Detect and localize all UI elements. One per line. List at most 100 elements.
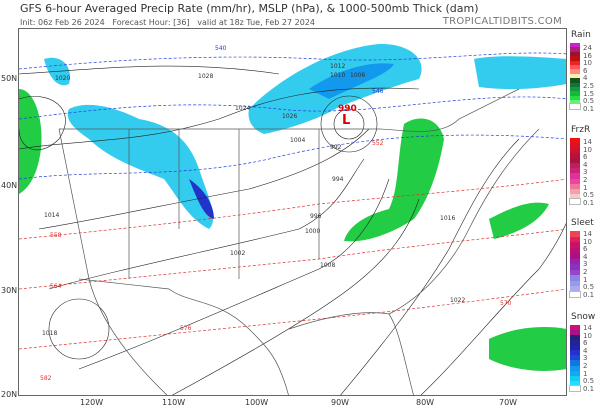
legend-label: 3 [583, 260, 588, 269]
isobar-label: 1012 [330, 63, 346, 70]
legend-label: 10 [583, 59, 592, 68]
isobar-label: 1016 [440, 215, 456, 222]
legend-label: 1.5 [583, 89, 595, 98]
isobar-label: 1006 [350, 72, 366, 79]
legend-swatch [570, 269, 580, 275]
map-canvas [19, 43, 566, 395]
thickness-label: 552 [372, 140, 384, 147]
legend-swatch [570, 95, 580, 101]
rain-area-atlantic [489, 202, 549, 239]
legend-frzr-bar [569, 138, 581, 205]
legend-swatch [570, 148, 580, 154]
legend-swatch [570, 86, 580, 92]
legend-swatch [570, 43, 580, 48]
snow-area-rockies-heavy [189, 179, 214, 219]
legend-swatch [570, 163, 580, 169]
legend-frzr-labels: 14 10 6 4 3 2 1 0.5 0.1 [583, 138, 595, 207]
legend-sleet-bar [569, 231, 581, 298]
lat-label: 30N [1, 286, 18, 295]
legend-label: 14 [583, 324, 592, 332]
legend-swatch [570, 335, 580, 341]
legend-swatch [570, 100, 580, 105]
legend-label: 3 [583, 168, 588, 177]
legend-swatch [570, 340, 580, 346]
legend-label: 6 [583, 339, 588, 348]
legend-label: 10 [583, 237, 592, 246]
legend-label: 6 [583, 245, 588, 254]
legend-label: 6 [583, 66, 588, 75]
legend-swatch [570, 183, 580, 189]
legend-label: 1 [583, 183, 588, 192]
legend-swatch [570, 153, 580, 159]
legend-swatch [570, 247, 580, 253]
weather-map [18, 28, 567, 396]
legend-swatch [570, 350, 580, 356]
isobar-label: 1022 [450, 297, 466, 304]
legend-label: 2 [583, 267, 588, 276]
legend-rain-bar [569, 43, 581, 110]
legend-label: 0.1 [583, 104, 595, 113]
legend-swatch [570, 82, 580, 87]
legend-swatch [570, 264, 580, 270]
map-title: GFS 6-hour Averaged Precip Rate (mm/hr),… [20, 2, 479, 15]
political-borders [58, 88, 540, 395]
legend-label: 3 [583, 354, 588, 363]
rain-area-atlantic-south [489, 327, 566, 371]
legend-swatch [570, 242, 580, 248]
legend-swatch [570, 64, 580, 70]
isobar-label: 1028 [198, 73, 214, 80]
isobar-label: 994 [332, 176, 344, 183]
legend-sleet-labels: 14 10 6 4 3 2 1 0.5 0.1 [583, 230, 595, 299]
isobar-label: 1008 [320, 262, 336, 269]
lon-label: 110W [162, 398, 186, 407]
legend-swatch [570, 56, 580, 61]
isobar-label: 1024 [235, 105, 251, 112]
isobar-label: 1010 [330, 72, 346, 79]
legend-swatch [570, 370, 580, 376]
thickness-label: 564 [50, 283, 62, 290]
legend-swatch [570, 355, 580, 361]
legend-label: 0.5 [583, 377, 595, 386]
legend-label: 0.1 [583, 290, 595, 299]
forecast-hour: Forecast Hour: [36] [112, 18, 190, 27]
thickness-label: 576 [180, 325, 192, 332]
snow-area-rockies [67, 104, 214, 229]
legend-snow-labels: 14 10 6 4 3 2 1 0.5 0.1 [583, 324, 595, 393]
low-pressure-symbol: L [342, 113, 351, 128]
lat-label: 50N [1, 74, 18, 83]
isobar-label: 996 [310, 213, 322, 220]
thickness-label: 558 [50, 232, 62, 239]
legend-swatch [570, 365, 580, 371]
lon-label: 100W [245, 398, 269, 407]
legend-swatch [570, 73, 580, 79]
legend-swatch [570, 330, 580, 336]
legend-label: 14 [583, 138, 592, 146]
lon-label: 80W [416, 398, 435, 407]
legend-swatch [570, 188, 580, 194]
legend-label: 10 [583, 145, 592, 154]
legend-swatch [569, 197, 581, 205]
legend-swatch [570, 286, 580, 292]
legend-swatch [570, 380, 580, 386]
legend-label: 0.1 [583, 198, 595, 207]
legend-swatch [570, 231, 580, 237]
snow-area-great-lakes-heavy [309, 63, 394, 99]
legend-swatch [570, 78, 580, 83]
isobar-label: 1004 [290, 137, 306, 144]
init-time: Init: 06z Feb 26 2024 [20, 18, 105, 27]
legend-sleet-title: Sleet [571, 218, 594, 228]
legend-label: 1 [583, 369, 588, 378]
legend-swatch [569, 103, 581, 110]
legend-snow-title: Snow [571, 312, 596, 322]
rain-area-ohio-valley [344, 118, 444, 242]
legend-label: 24 [583, 44, 592, 52]
brand-watermark: TROPICALTIDBITS.COM [442, 16, 562, 27]
thickness-label: 570 [500, 300, 512, 307]
legend-label: 2 [583, 175, 588, 184]
isobar-label: 1014 [44, 212, 60, 219]
legend-swatch [570, 253, 580, 259]
legend-swatch [570, 375, 580, 381]
isobar-label: 1026 [282, 113, 298, 120]
legend-label: 0.5 [583, 191, 595, 200]
snow-area-northeast [474, 56, 566, 90]
